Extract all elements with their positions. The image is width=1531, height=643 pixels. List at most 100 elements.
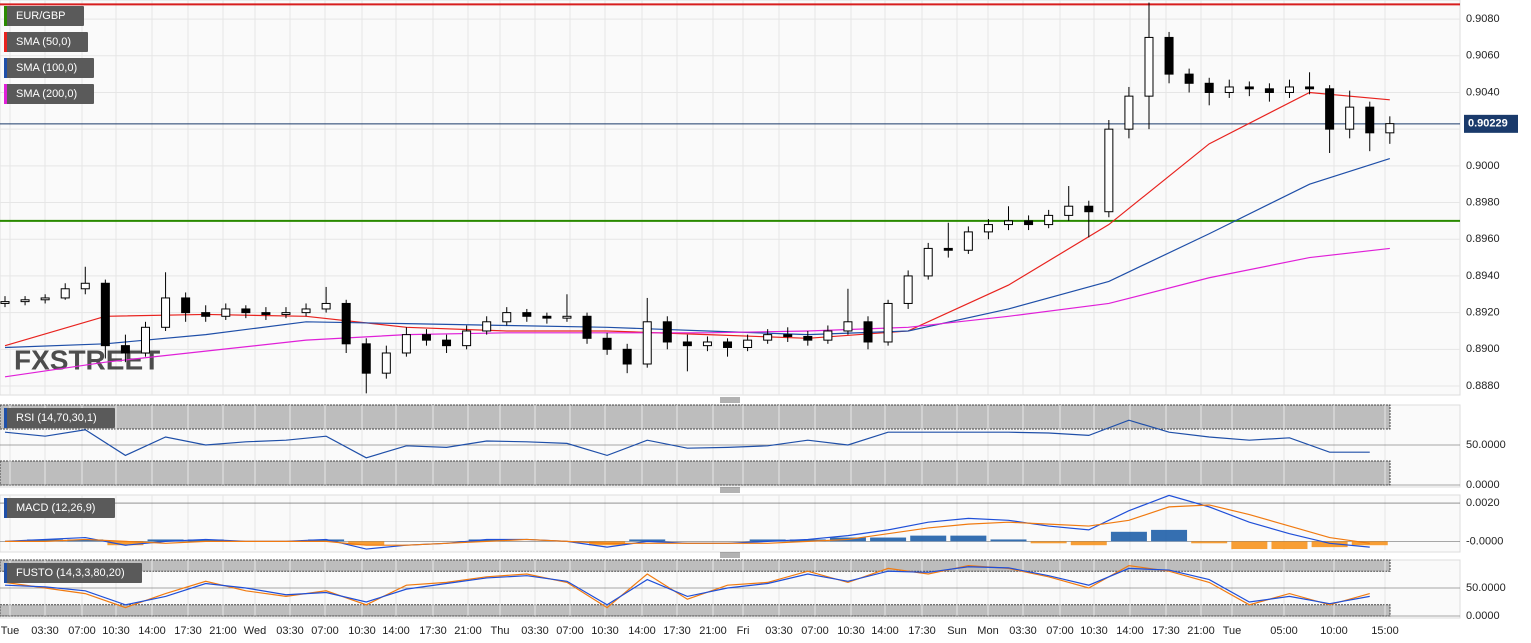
x-tick-label: 03:30 [765,625,793,637]
candle-body [903,275,913,304]
histogram-bar [308,539,345,542]
candle-body [522,312,532,317]
histogram-bar [870,537,907,542]
histogram-bar [1271,541,1308,550]
x-tick-label: 07:00 [556,625,584,637]
label-stripe [4,408,7,428]
histogram-bar [950,535,987,542]
label-text: RSI (14,70,30,1) [16,412,97,424]
band [0,559,1391,572]
series-line [4,157,1391,349]
candle-body [281,312,291,315]
label-text: SMA (50,0) [16,36,71,48]
histogram-bar [107,541,144,546]
band [0,604,1391,617]
x-tick-label: Thu [491,625,510,637]
candle-body [321,302,331,310]
label-stripe [4,84,7,104]
label-box [4,84,94,104]
x-tick-label: 10:30 [348,625,376,637]
candle-body [883,302,893,343]
x-tick-label: 03:30 [31,625,59,637]
candle-body [482,321,492,332]
candle-body [301,308,311,314]
x-tick-label: 17:30 [1152,625,1180,637]
candle-body [1024,220,1034,226]
candle-body [120,345,130,354]
label-stripe [4,32,7,52]
label-stripe [4,6,7,26]
candle-body [803,335,813,341]
candle-body [401,334,411,354]
candle-body [823,330,833,341]
candle-body [963,231,973,251]
x-tick-label: 03:30 [276,625,304,637]
candle-body [1044,214,1054,226]
label-text: SMA (100,0) [16,62,77,74]
x-tick-label: 17:30 [419,625,447,637]
last-price-box [1464,114,1518,133]
candle-body [783,334,793,337]
y-tick-label: 50.0000 [1466,582,1506,594]
candle-body [462,330,472,347]
y-tick-label: 50.0000 [1466,439,1506,451]
candle-body [1305,86,1315,90]
y-tick-label: 0.8880 [1466,380,1500,392]
y-tick-label: 0.8920 [1466,307,1500,319]
x-tick-label: Sun [947,625,967,637]
x-tick-label: 14:00 [138,625,166,637]
histogram-bar [67,539,104,542]
x-tick-label: 21:00 [209,625,237,637]
candle-body [381,352,391,374]
candle-body [20,299,30,303]
candle-body [40,297,50,301]
candle-body [161,297,171,328]
watermark: FXSTREET [14,344,160,375]
histogram-bar [147,539,184,542]
candle-body [943,247,953,251]
label-text: SMA (200,0) [16,88,77,100]
band [0,404,1391,430]
x-tick-label: 17:30 [663,625,691,637]
label-stripe [4,58,7,78]
candle-body [1064,205,1074,216]
candle-body [1004,220,1013,226]
label-box [4,563,142,583]
y-tick-label: 0.0000 [1466,479,1500,491]
candle-body [1244,86,1254,90]
candle-body [1325,88,1335,130]
x-tick-label: Wed [244,625,266,637]
candle-body [682,341,692,347]
series-line [5,504,1370,546]
candle-body [1164,36,1174,75]
histogram-bar [27,539,64,542]
histogram-bar [1030,541,1067,544]
histogram-bar [1311,541,1348,548]
candle-body [201,312,211,317]
x-tick-label: 07:00 [68,625,96,637]
candle-body [0,301,10,304]
candle-body [622,348,632,365]
label-box [4,32,88,52]
label-text: MACD (12,26,9) [16,502,95,514]
candle-body [1124,95,1134,130]
y-tick-label: 0.8980 [1466,196,1500,208]
candle-body [1084,205,1094,213]
x-tick-label: 10:30 [1080,625,1108,637]
candle-body [80,282,90,290]
last-price-label: 0.90229 [1468,118,1508,130]
candle-body [602,337,612,350]
series-line [4,91,1390,347]
x-tick-label: 17:30 [908,625,936,637]
x-tick-label: 10:30 [591,625,619,637]
candle-body [341,302,351,345]
candle-body [1184,73,1194,84]
candle-body [100,282,110,347]
candle-body [723,341,733,348]
candle-body [542,315,552,319]
candle-body [60,288,70,299]
candle-body [1385,123,1395,134]
x-tick-label: 15:00 [1371,625,1399,637]
x-tick-label: 21:00 [454,625,482,637]
